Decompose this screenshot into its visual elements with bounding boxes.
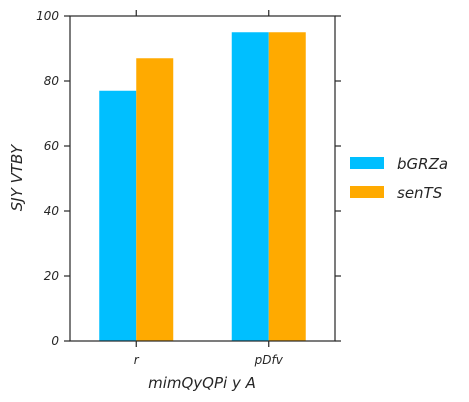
y-tick-label: 0 bbox=[51, 334, 59, 348]
legend-swatch-bGRZa bbox=[350, 157, 384, 169]
x-tick-label: r bbox=[134, 353, 140, 367]
plot-frame bbox=[69, 15, 336, 342]
bar-senTS-pDfv bbox=[268, 32, 306, 341]
y-tick-label: 80 bbox=[44, 74, 60, 88]
legend-label-senTS: senTS bbox=[397, 184, 443, 202]
legend-swatch-senTS bbox=[350, 186, 384, 198]
y-tick-label: 100 bbox=[36, 9, 59, 23]
x-axis-label: mimQyQPi y A bbox=[148, 374, 256, 392]
legend-label-bGRZa: bGRZa bbox=[397, 155, 448, 173]
bar-bGRZa-r bbox=[99, 90, 137, 341]
y-tick-label: 40 bbox=[44, 204, 60, 218]
y-tick-label: 60 bbox=[44, 139, 60, 153]
bar-bGRZa-pDfv bbox=[231, 32, 269, 341]
y-axis: 0 20 40 60 80 100 bbox=[36, 9, 341, 348]
y-axis-label: SJY VTBY bbox=[8, 143, 26, 211]
bars-layer bbox=[99, 32, 306, 341]
bar-senTS-r bbox=[136, 58, 174, 341]
legend: bGRZa senTS bbox=[350, 155, 448, 202]
x-tick-label: pDfv bbox=[254, 353, 284, 367]
x-axis: r pDfv bbox=[134, 10, 284, 367]
y-tick-label: 20 bbox=[44, 269, 60, 283]
